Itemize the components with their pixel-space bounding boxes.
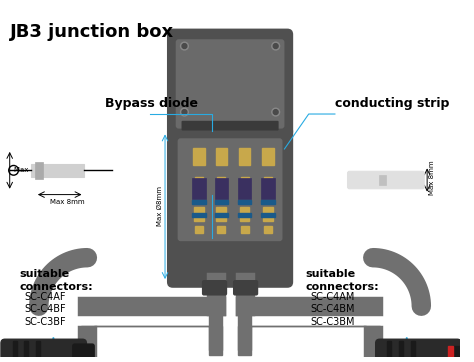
Bar bbox=[217, 207, 226, 221]
Bar bbox=[35, 161, 43, 179]
Bar bbox=[264, 226, 272, 233]
Bar bbox=[241, 177, 248, 185]
Bar bbox=[209, 282, 222, 355]
Bar bbox=[24, 341, 28, 362]
Text: SC-C4BM: SC-C4BM bbox=[310, 304, 355, 314]
Circle shape bbox=[182, 44, 187, 49]
Bar bbox=[261, 178, 275, 199]
Bar bbox=[215, 213, 228, 217]
Bar bbox=[218, 177, 225, 185]
FancyBboxPatch shape bbox=[376, 339, 461, 362]
Bar bbox=[215, 201, 228, 204]
Bar bbox=[195, 177, 203, 185]
Bar bbox=[239, 148, 250, 165]
Text: Max 8mm: Max 8mm bbox=[429, 161, 435, 195]
Bar bbox=[238, 282, 251, 355]
Text: SC-C3BM: SC-C3BM bbox=[310, 317, 355, 327]
Bar bbox=[238, 213, 251, 217]
Bar bbox=[238, 178, 251, 199]
Bar bbox=[263, 207, 273, 221]
Bar bbox=[31, 164, 84, 177]
FancyBboxPatch shape bbox=[1, 339, 86, 362]
Bar bbox=[216, 148, 227, 165]
Text: suitable
connectors:: suitable connectors: bbox=[306, 269, 379, 292]
Bar bbox=[13, 341, 17, 362]
Bar bbox=[399, 341, 403, 362]
Text: SC-C3BF: SC-C3BF bbox=[24, 317, 66, 327]
FancyBboxPatch shape bbox=[347, 171, 424, 189]
Text: conducting strip: conducting strip bbox=[335, 97, 449, 110]
Text: suitable
connectors:: suitable connectors: bbox=[19, 269, 93, 292]
Bar bbox=[447, 346, 453, 359]
Text: SC-C4AM: SC-C4AM bbox=[310, 292, 355, 302]
Text: Max Ø1.3mm: Max Ø1.3mm bbox=[14, 167, 60, 173]
Polygon shape bbox=[238, 326, 380, 357]
Bar bbox=[192, 213, 206, 217]
Bar bbox=[261, 213, 275, 217]
Circle shape bbox=[272, 108, 280, 116]
Circle shape bbox=[273, 44, 278, 49]
Bar bbox=[262, 148, 274, 165]
Bar bbox=[264, 177, 272, 185]
Bar bbox=[192, 178, 206, 199]
Bar bbox=[241, 226, 248, 233]
Bar bbox=[240, 207, 249, 221]
FancyBboxPatch shape bbox=[167, 29, 293, 137]
Circle shape bbox=[273, 110, 278, 114]
Bar bbox=[218, 226, 225, 233]
Bar bbox=[379, 175, 386, 185]
Bar bbox=[195, 226, 203, 233]
Bar bbox=[192, 201, 206, 204]
Circle shape bbox=[181, 108, 188, 116]
Polygon shape bbox=[81, 326, 222, 357]
FancyBboxPatch shape bbox=[167, 126, 293, 288]
Circle shape bbox=[181, 42, 188, 50]
Bar bbox=[238, 201, 251, 204]
Text: Bypass diode: Bypass diode bbox=[105, 97, 198, 110]
FancyBboxPatch shape bbox=[202, 280, 227, 295]
Text: SC-C4AF: SC-C4AF bbox=[24, 292, 66, 302]
FancyBboxPatch shape bbox=[176, 39, 284, 129]
Bar bbox=[261, 201, 275, 204]
FancyBboxPatch shape bbox=[452, 346, 466, 359]
Bar bbox=[193, 148, 205, 165]
Text: SC-C4BF: SC-C4BF bbox=[24, 304, 66, 314]
Text: Max Ø8mm: Max Ø8mm bbox=[157, 186, 163, 226]
Bar bbox=[410, 341, 415, 362]
FancyBboxPatch shape bbox=[73, 344, 94, 362]
Circle shape bbox=[272, 42, 280, 50]
Bar bbox=[194, 207, 204, 221]
FancyBboxPatch shape bbox=[233, 280, 258, 295]
FancyBboxPatch shape bbox=[178, 138, 283, 241]
Bar bbox=[36, 341, 40, 362]
FancyBboxPatch shape bbox=[182, 121, 279, 131]
Text: Max 8mm: Max 8mm bbox=[50, 199, 85, 206]
Circle shape bbox=[182, 110, 187, 114]
Text: JB3 junction box: JB3 junction box bbox=[9, 23, 174, 41]
Bar bbox=[215, 178, 228, 199]
Bar bbox=[387, 341, 391, 362]
